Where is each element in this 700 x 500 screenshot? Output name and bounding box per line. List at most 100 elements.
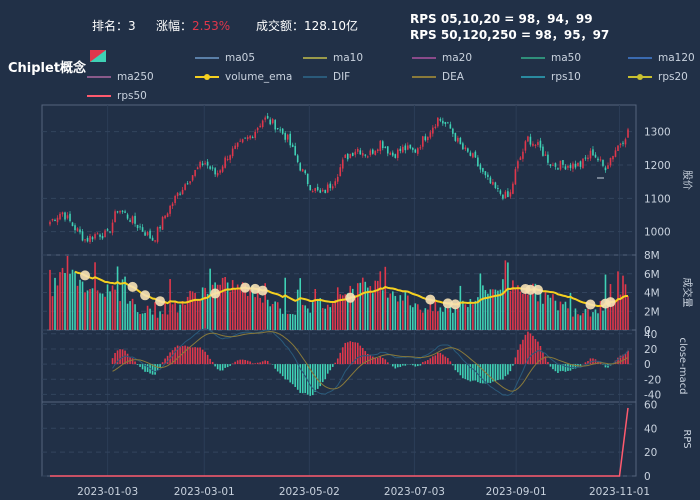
macd-hist-bar bbox=[309, 364, 312, 396]
candle-body bbox=[191, 175, 194, 181]
candle-body bbox=[181, 189, 184, 195]
candle-body bbox=[509, 192, 512, 197]
volume-bar bbox=[532, 283, 534, 330]
volume-bar bbox=[502, 279, 504, 330]
legend-item-ma10[interactable]: ma10 bbox=[303, 52, 363, 64]
macd-hist-bar bbox=[351, 342, 354, 365]
macd-hist-bar bbox=[524, 334, 527, 365]
volume-bar bbox=[209, 268, 211, 330]
volume-bar bbox=[84, 292, 86, 330]
candle-body bbox=[389, 152, 392, 155]
macd-hist-bar bbox=[597, 360, 599, 365]
volume-ema-marker bbox=[442, 298, 453, 309]
legend-item-dea[interactable]: DEA bbox=[412, 71, 464, 83]
macd-hist-bar bbox=[306, 364, 309, 395]
volume-bar bbox=[484, 290, 487, 330]
macd-hist-bar bbox=[567, 364, 569, 371]
volume-bar bbox=[264, 283, 266, 330]
macd-hist-bar bbox=[146, 364, 149, 372]
volume-ema-marker bbox=[155, 296, 166, 307]
macd-hist-bar bbox=[539, 345, 542, 365]
macd-hist-bar bbox=[314, 364, 317, 392]
y-tick-label: 2M bbox=[644, 306, 660, 318]
macd-hist-bar bbox=[294, 364, 297, 387]
volume-bar bbox=[256, 288, 259, 330]
volume-ema-marker bbox=[80, 270, 91, 281]
candle-body bbox=[499, 190, 502, 194]
candle-body bbox=[186, 183, 189, 185]
volume-bar bbox=[219, 284, 221, 330]
volume-bar bbox=[196, 299, 199, 330]
candle-body bbox=[624, 139, 627, 145]
macd-hist-bar bbox=[266, 361, 269, 365]
volume-bar bbox=[261, 302, 264, 330]
legend-item-ma05[interactable]: ma05 bbox=[195, 52, 255, 64]
legend-item-rps20[interactable]: rps20 bbox=[628, 71, 688, 83]
legend-item-ma20[interactable]: ma20 bbox=[412, 52, 472, 64]
candle-body bbox=[351, 152, 354, 156]
candle-body bbox=[74, 225, 76, 231]
legend-item-ma50[interactable]: ma50 bbox=[521, 52, 581, 64]
macd-hist-bar bbox=[256, 362, 259, 365]
candle-body bbox=[156, 227, 159, 242]
volume-bar bbox=[221, 277, 224, 330]
volume-bar bbox=[281, 313, 284, 330]
volume-bar bbox=[512, 280, 514, 330]
volume-bar bbox=[121, 279, 124, 330]
candle-body bbox=[216, 172, 219, 176]
y-tick-label: 20 bbox=[644, 344, 657, 356]
legend-toggle-icon[interactable] bbox=[90, 50, 106, 62]
rps-line-1: RPS 05,10,20 = 98，94，99 bbox=[410, 12, 593, 26]
legend-line-icon bbox=[412, 57, 436, 59]
macd-hist-bar bbox=[204, 351, 206, 365]
macd-hist-bar bbox=[281, 364, 284, 377]
legend-item-rps50[interactable]: rps50 bbox=[87, 90, 147, 102]
volume-ema-marker bbox=[345, 292, 356, 303]
volume-bar bbox=[391, 291, 394, 330]
candle-body bbox=[254, 131, 256, 138]
macd-hist-bar bbox=[572, 364, 574, 369]
macd-hist-bar bbox=[211, 361, 214, 365]
macd-hist-bar bbox=[239, 359, 241, 365]
macd-hist-bar bbox=[301, 364, 304, 394]
candle-body bbox=[522, 151, 524, 159]
legend-item-ma250[interactable]: ma250 bbox=[87, 71, 154, 83]
macd-hist-bar bbox=[532, 335, 534, 365]
macd-hist-bar bbox=[201, 349, 204, 365]
volume-bar bbox=[144, 312, 146, 330]
volume-bar bbox=[504, 260, 507, 330]
candle-body bbox=[126, 214, 129, 219]
legend-label: volume_ema bbox=[225, 71, 293, 83]
volume-bar bbox=[259, 297, 261, 330]
volume-bar bbox=[386, 297, 389, 330]
volume-bar bbox=[336, 287, 339, 330]
macd-hist-bar bbox=[279, 364, 281, 374]
candle-body bbox=[146, 232, 149, 236]
legend-item-dif[interactable]: DIF bbox=[303, 71, 350, 83]
volume-bar bbox=[61, 267, 64, 330]
legend-item-volume-ema[interactable]: volume_ema bbox=[195, 71, 292, 83]
candle-body bbox=[602, 159, 604, 166]
volume-bar bbox=[286, 314, 289, 330]
volume-ema-marker bbox=[585, 299, 596, 310]
volume-bar bbox=[151, 314, 154, 330]
volume-bar bbox=[617, 271, 619, 330]
macd-hist-bar bbox=[437, 352, 439, 365]
legend-item-rps10[interactable]: rps10 bbox=[521, 71, 581, 83]
volume-bar bbox=[139, 313, 141, 330]
volume-bar bbox=[129, 301, 131, 330]
candle-body bbox=[607, 165, 609, 169]
candle-body bbox=[594, 154, 597, 158]
candle-body bbox=[504, 191, 507, 199]
candle-body bbox=[356, 148, 359, 152]
candle-body bbox=[194, 169, 196, 176]
macd-hist-bar bbox=[326, 364, 329, 374]
legend-item-ma120[interactable]: ma120 bbox=[628, 52, 695, 64]
y-tick-label: 1200 bbox=[644, 160, 671, 172]
candle-body bbox=[316, 186, 319, 191]
legend-line-icon bbox=[628, 74, 652, 80]
macd-hist-bar bbox=[331, 364, 334, 367]
candle-body bbox=[537, 142, 539, 145]
volume-bar bbox=[422, 312, 424, 330]
macd-hist-bar bbox=[164, 358, 166, 365]
